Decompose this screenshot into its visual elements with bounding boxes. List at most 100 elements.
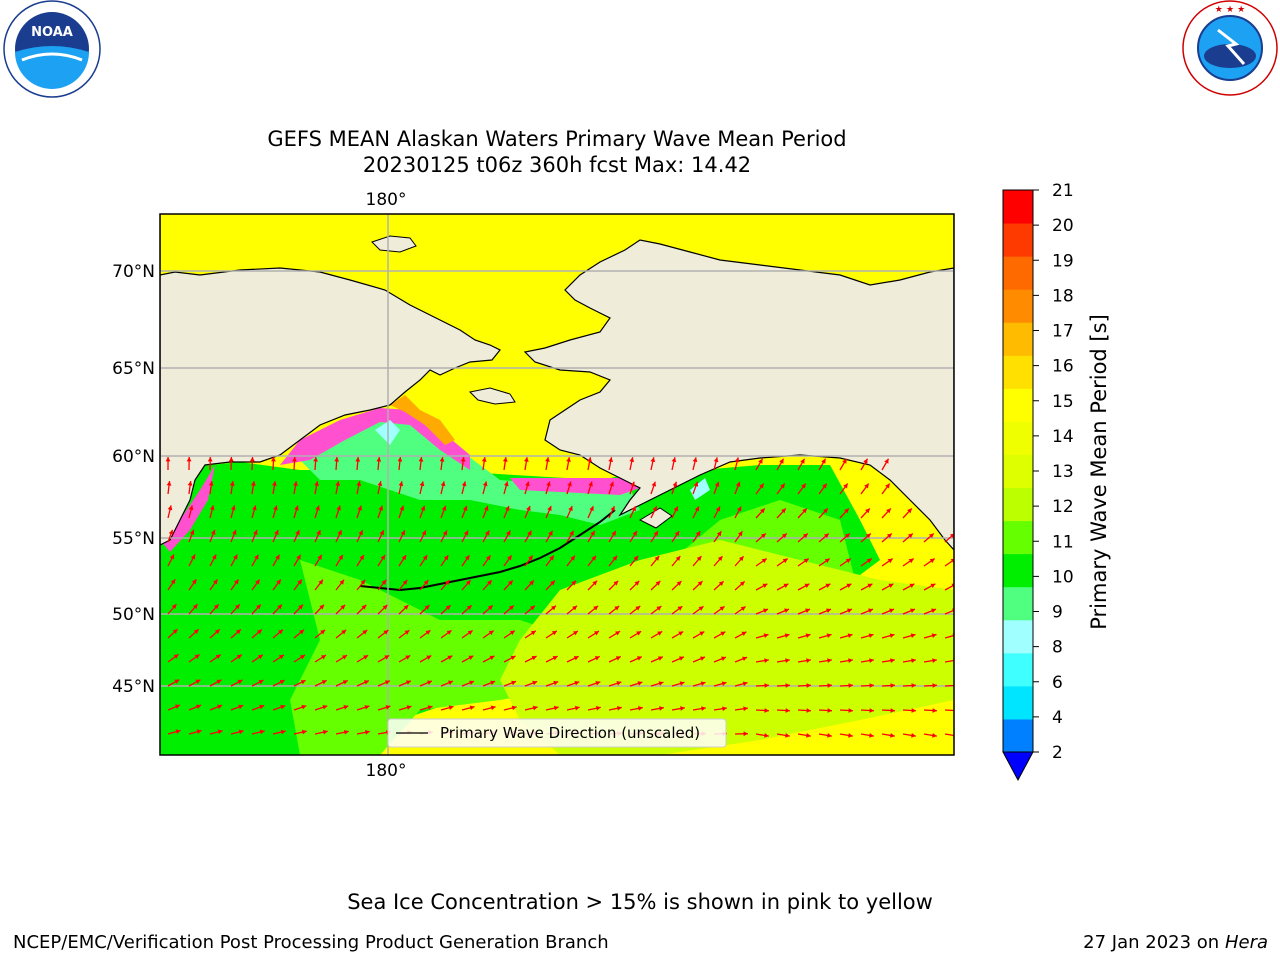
wave-arrow xyxy=(482,604,494,615)
wave-arrow xyxy=(482,655,495,663)
wave-arrow xyxy=(629,580,640,591)
wave-arrow xyxy=(566,530,575,543)
svg-text:★ ★ ★: ★ ★ ★ xyxy=(1215,5,1245,15)
wave-arrow xyxy=(692,656,706,663)
footer-host: Hera xyxy=(1224,932,1268,953)
wave-arrow xyxy=(482,579,493,591)
wave-arrow xyxy=(671,506,679,519)
wave-arrow xyxy=(860,507,871,519)
wave-arrow xyxy=(818,708,833,713)
wave-arrow xyxy=(293,679,306,687)
wave-arrow xyxy=(440,554,449,567)
wave-arrow xyxy=(188,603,199,615)
wave-arrow xyxy=(881,558,894,567)
wave-arrow xyxy=(629,555,639,567)
wave-arrow xyxy=(398,629,410,639)
wave-arrow xyxy=(902,507,913,519)
wave-arrow xyxy=(797,658,811,663)
wave-arrow xyxy=(881,683,896,688)
wave-arrow xyxy=(797,683,812,688)
wave-arrow xyxy=(460,457,466,471)
wave-arrow xyxy=(776,708,791,713)
wave-arrow xyxy=(545,555,555,567)
wave-arrow xyxy=(566,605,578,615)
colorbar-label: 2 xyxy=(1052,743,1063,763)
colorbar-label: 13 xyxy=(1052,462,1074,482)
wave-arrow xyxy=(461,680,475,687)
wave-arrow xyxy=(251,679,264,687)
wave-arrow xyxy=(734,481,741,495)
wave-arrow xyxy=(629,656,643,663)
wave-arrow xyxy=(272,554,281,567)
colorbar-swatch xyxy=(1003,586,1033,621)
wave-arrow xyxy=(881,733,895,738)
wave-arrow xyxy=(797,633,811,639)
wave-arrow xyxy=(587,505,594,519)
wave-arrow xyxy=(249,456,255,471)
wave-arrow xyxy=(377,680,391,687)
wave-arrow xyxy=(797,532,809,543)
wave-arrow xyxy=(335,629,347,639)
colorbar-label: 15 xyxy=(1052,392,1074,412)
wave-arrow xyxy=(314,679,328,687)
wave-arrow xyxy=(314,654,327,663)
wave-arrow xyxy=(377,629,389,639)
wave-arrow xyxy=(902,658,916,663)
wave-arrow xyxy=(251,554,259,567)
wave-arrow xyxy=(776,532,788,543)
wave-arrow xyxy=(839,532,851,543)
wave-arrow xyxy=(293,629,305,639)
wave-arrow xyxy=(860,658,874,663)
wave-arrow xyxy=(293,529,300,543)
wave-arrow xyxy=(440,655,453,663)
wave-arrow xyxy=(671,481,678,495)
colorbar-label: 16 xyxy=(1052,357,1074,377)
wave-arrow xyxy=(839,583,852,591)
wave-arrow xyxy=(314,554,323,567)
wave-arrow xyxy=(650,457,656,471)
wave-arrow xyxy=(461,629,473,639)
wave-arrow xyxy=(860,483,870,495)
wave-arrow xyxy=(692,555,702,567)
wave-arrow xyxy=(209,679,222,687)
wave-arrow xyxy=(839,658,853,663)
wave-arrow xyxy=(860,458,869,471)
wave-arrow xyxy=(881,633,895,639)
wave-arrow xyxy=(902,633,916,639)
sea-ice-note: Sea Ice Concentration > 15% is shown in … xyxy=(347,890,933,914)
wave-arrow xyxy=(230,729,244,735)
wave-arrow xyxy=(902,683,917,688)
wave-arrow xyxy=(629,505,637,519)
wave-arrow xyxy=(776,483,786,495)
wave-arrow xyxy=(881,458,890,471)
wave-arrow xyxy=(272,529,279,543)
wave-arrow xyxy=(776,558,789,567)
wave-arrow xyxy=(503,705,517,711)
wave-arrow xyxy=(335,554,344,567)
wave-arrow xyxy=(230,579,240,591)
wave-arrow xyxy=(335,481,341,495)
wave-arrow xyxy=(355,456,361,471)
wave-arrow xyxy=(377,554,386,567)
wave-arrow xyxy=(566,457,571,471)
wave-arrow xyxy=(188,653,200,663)
wave-arrow xyxy=(524,481,530,495)
wave-arrow xyxy=(314,704,328,711)
wave-arrow xyxy=(797,708,812,713)
wave-direction-arrows xyxy=(165,456,954,738)
wave-arrow xyxy=(776,608,790,615)
wave-arrow xyxy=(209,603,220,615)
wave-arrow xyxy=(313,456,318,471)
wave-arrow xyxy=(167,554,175,567)
wave-arrow xyxy=(923,583,936,591)
wave-arrow xyxy=(314,604,325,615)
wave-arrow xyxy=(755,608,769,615)
wave-arrow xyxy=(776,683,791,688)
colorbar-swatch xyxy=(1003,652,1033,687)
wave-arrow xyxy=(167,704,181,711)
wave-arrow xyxy=(293,729,307,735)
wave-arrow xyxy=(902,733,916,738)
wave-arrow xyxy=(356,730,370,735)
wave-arrow xyxy=(713,605,725,615)
wave-arrow xyxy=(923,608,937,615)
